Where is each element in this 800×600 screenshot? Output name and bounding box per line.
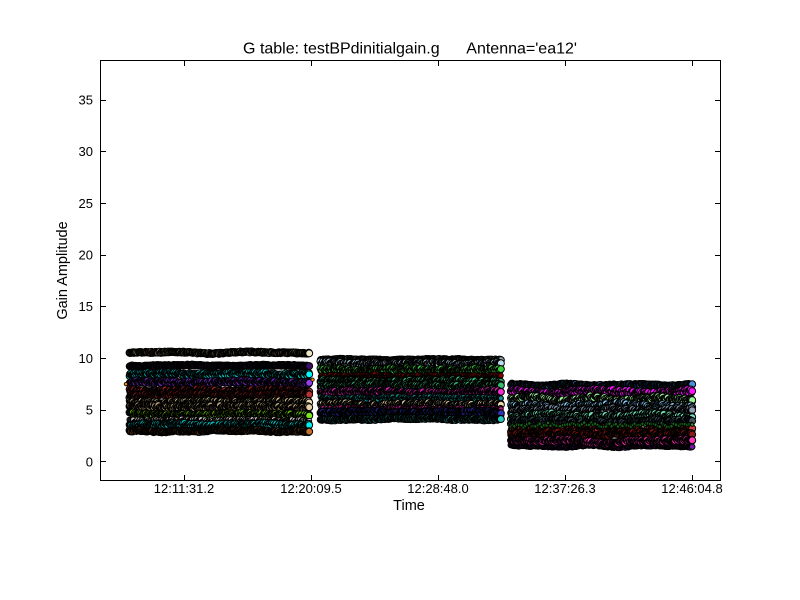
svg-text:Gain Amplitude: Gain Amplitude: [55, 221, 71, 319]
svg-text:0: 0: [86, 454, 93, 469]
svg-text:12:20:09.5: 12:20:09.5: [280, 481, 341, 496]
svg-text:25: 25: [79, 196, 93, 211]
svg-text:Time: Time: [393, 498, 425, 514]
svg-text:12:37:26.3: 12:37:26.3: [534, 481, 595, 496]
svg-text:10: 10: [79, 351, 93, 366]
svg-text:15: 15: [79, 299, 93, 314]
svg-text:G table: testBPdinitialgain.g: G table: testBPdinitialgain.g Antenna='e…: [243, 41, 577, 58]
svg-text:5: 5: [86, 403, 93, 418]
svg-text:30: 30: [79, 144, 93, 159]
svg-text:20: 20: [79, 248, 93, 263]
svg-text:12:28:48.0: 12:28:48.0: [407, 481, 468, 496]
svg-text:12:11:31.2: 12:11:31.2: [154, 481, 214, 496]
svg-text:12:46:04.8: 12:46:04.8: [661, 481, 722, 496]
svg-text:35: 35: [79, 92, 93, 107]
